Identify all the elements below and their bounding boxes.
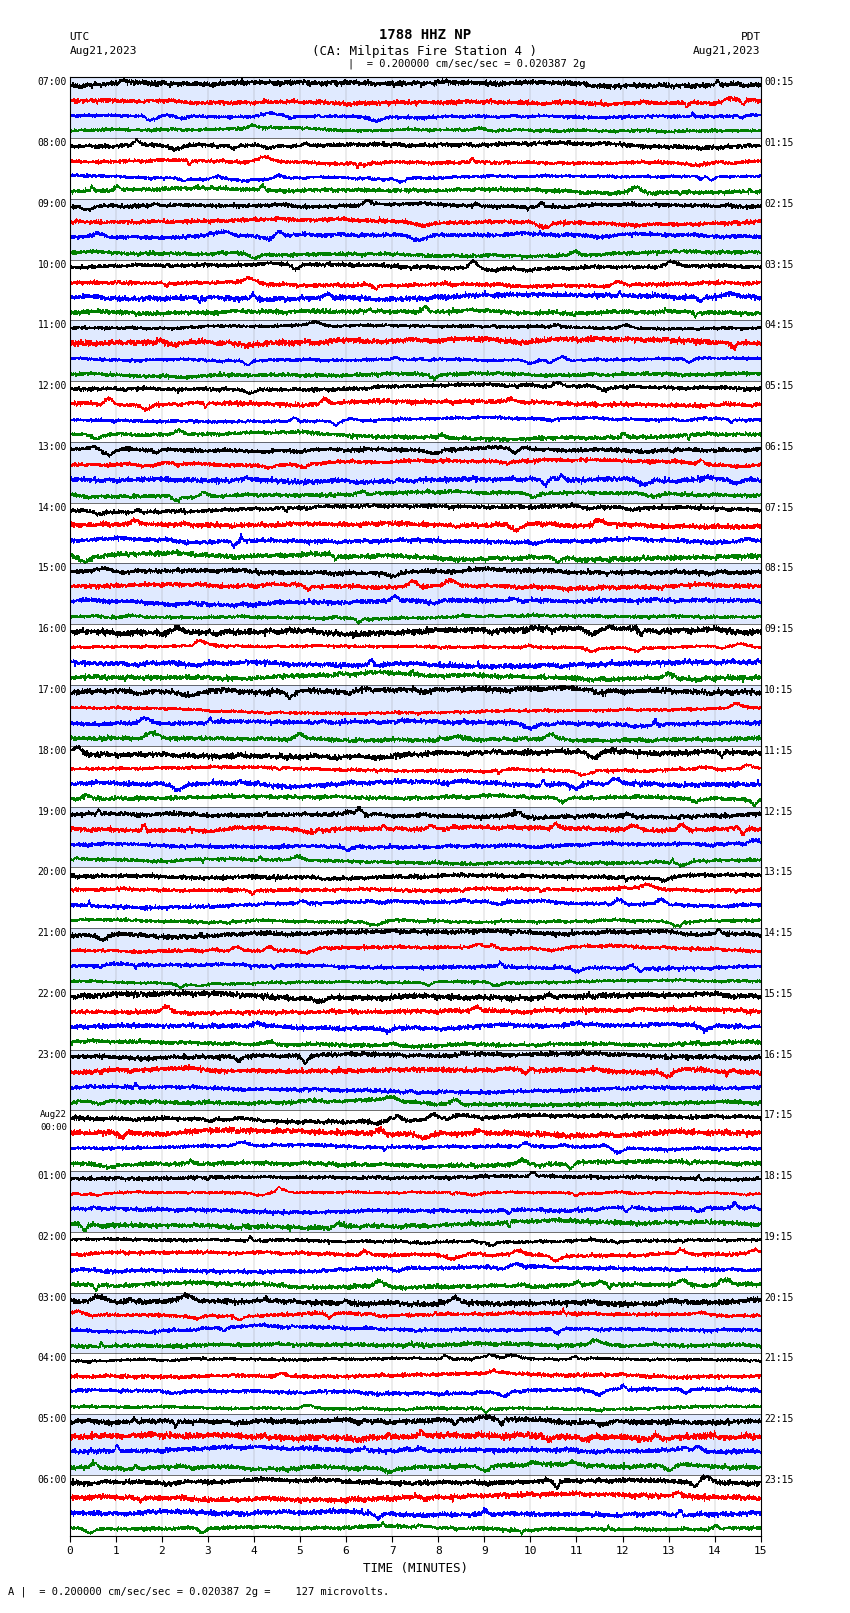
Text: 08:15: 08:15 (764, 563, 794, 574)
Text: A |  = 0.200000 cm/sec/sec = 0.020387 2g =    127 microvolts.: A | = 0.200000 cm/sec/sec = 0.020387 2g … (8, 1586, 390, 1597)
Text: 14:00: 14:00 (37, 503, 67, 513)
Text: 1788 HHZ NP: 1788 HHZ NP (379, 27, 471, 42)
Text: PDT: PDT (740, 32, 761, 42)
Text: 23:00: 23:00 (37, 1050, 67, 1060)
Text: 08:00: 08:00 (37, 139, 67, 148)
Text: 07:15: 07:15 (764, 503, 794, 513)
Text: 15:00: 15:00 (37, 563, 67, 574)
Text: 09:15: 09:15 (764, 624, 794, 634)
Text: 15:15: 15:15 (764, 989, 794, 998)
Bar (70, 321, 761, 381)
Text: 20:15: 20:15 (764, 1292, 794, 1303)
Text: 16:00: 16:00 (37, 624, 67, 634)
Text: 02:00: 02:00 (37, 1232, 67, 1242)
Text: 12:00: 12:00 (37, 381, 67, 392)
Bar (70, 686, 761, 745)
Text: 01:15: 01:15 (764, 139, 794, 148)
Text: UTC: UTC (70, 32, 90, 42)
Text: 00:15: 00:15 (764, 77, 794, 87)
Text: 22:00: 22:00 (37, 989, 67, 998)
Bar (70, 442, 761, 503)
Text: 00:00: 00:00 (40, 1123, 67, 1132)
Text: Aug21,2023: Aug21,2023 (694, 47, 761, 56)
Text: 05:00: 05:00 (37, 1415, 67, 1424)
Text: 14:15: 14:15 (764, 927, 794, 939)
Bar (70, 1292, 761, 1353)
Text: 09:00: 09:00 (37, 198, 67, 210)
Text: 06:15: 06:15 (764, 442, 794, 452)
Text: 03:15: 03:15 (764, 260, 794, 269)
Text: 23:15: 23:15 (764, 1474, 794, 1486)
Text: 10:00: 10:00 (37, 260, 67, 269)
Text: 18:15: 18:15 (764, 1171, 794, 1181)
Text: 04:00: 04:00 (37, 1353, 67, 1363)
Bar (70, 927, 761, 989)
Text: 18:00: 18:00 (37, 745, 67, 756)
Text: 20:00: 20:00 (37, 868, 67, 877)
Bar (70, 1050, 761, 1110)
Text: 19:15: 19:15 (764, 1232, 794, 1242)
Text: 02:15: 02:15 (764, 198, 794, 210)
Bar (70, 806, 761, 868)
Text: 21:00: 21:00 (37, 927, 67, 939)
Text: 10:15: 10:15 (764, 686, 794, 695)
Text: 11:15: 11:15 (764, 745, 794, 756)
X-axis label: TIME (MINUTES): TIME (MINUTES) (363, 1561, 468, 1574)
Text: 04:15: 04:15 (764, 321, 794, 331)
Bar (70, 1415, 761, 1474)
Text: |  = 0.200000 cm/sec/sec = 0.020387 2g: | = 0.200000 cm/sec/sec = 0.020387 2g (348, 58, 586, 69)
Text: 11:00: 11:00 (37, 321, 67, 331)
Text: 05:15: 05:15 (764, 381, 794, 392)
Text: 17:15: 17:15 (764, 1110, 794, 1121)
Text: 06:00: 06:00 (37, 1474, 67, 1486)
Text: 13:00: 13:00 (37, 442, 67, 452)
Bar (70, 77, 761, 139)
Bar (70, 1171, 761, 1232)
Text: (CA: Milpitas Fire Station 4 ): (CA: Milpitas Fire Station 4 ) (313, 45, 537, 58)
Text: 07:00: 07:00 (37, 77, 67, 87)
Bar (70, 563, 761, 624)
Text: 19:00: 19:00 (37, 806, 67, 816)
Text: Aug22: Aug22 (40, 1110, 67, 1119)
Text: 21:15: 21:15 (764, 1353, 794, 1363)
Text: 12:15: 12:15 (764, 806, 794, 816)
Text: 22:15: 22:15 (764, 1415, 794, 1424)
Text: 13:15: 13:15 (764, 868, 794, 877)
Bar (70, 198, 761, 260)
Text: 01:00: 01:00 (37, 1171, 67, 1181)
Text: 17:00: 17:00 (37, 686, 67, 695)
Text: 03:00: 03:00 (37, 1292, 67, 1303)
Text: Aug21,2023: Aug21,2023 (70, 47, 137, 56)
Text: 16:15: 16:15 (764, 1050, 794, 1060)
